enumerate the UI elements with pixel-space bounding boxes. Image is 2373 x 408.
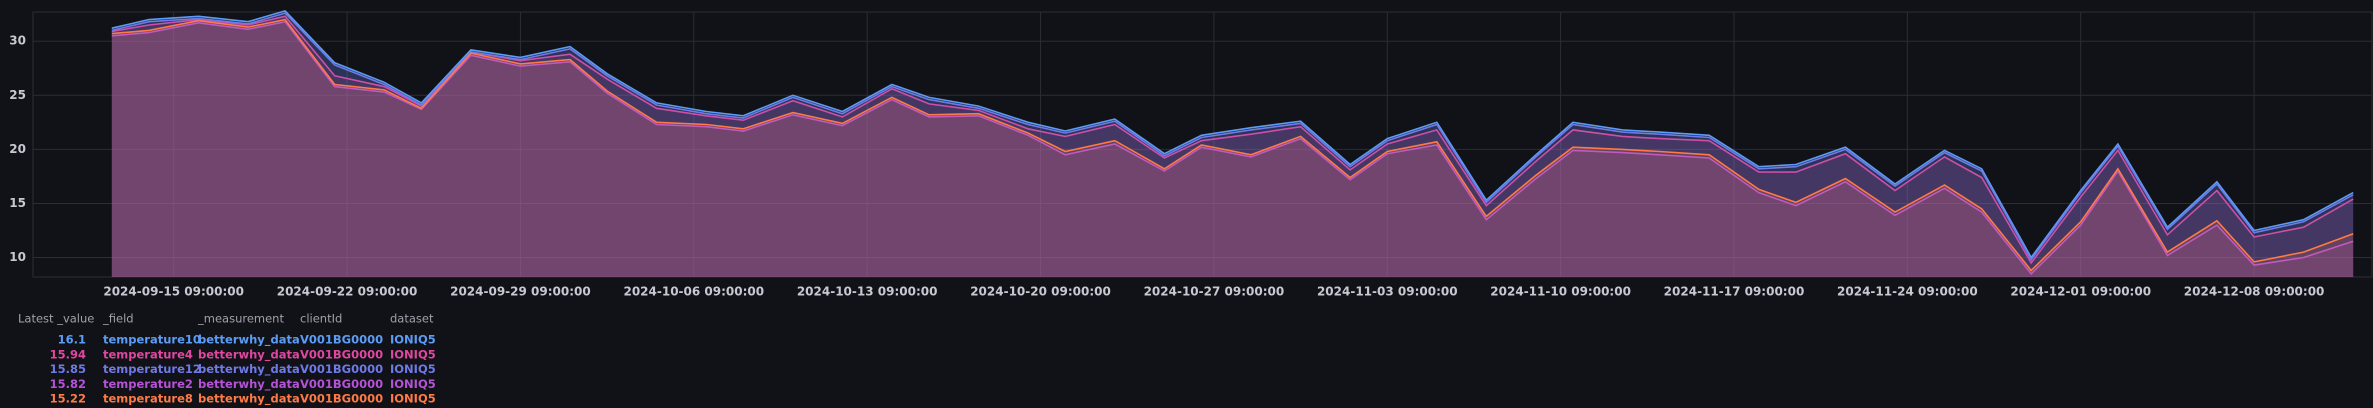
y-tick-label: 10 xyxy=(9,250,26,264)
legend-cell: IONIQ5 xyxy=(390,377,436,391)
legend-cell: 15.85 xyxy=(50,362,86,376)
legend-cell: V001BG0000 xyxy=(300,333,383,347)
legend-cell: V001BG0000 xyxy=(300,347,383,361)
x-tick-label: 2024-09-29 09:00:00 xyxy=(450,285,591,299)
legend-field: temperature12 xyxy=(103,362,201,376)
series-line xyxy=(111,12,2354,262)
legend-cell: betterwhy_data xyxy=(198,377,300,392)
legend-cell: IONIQ5 xyxy=(390,392,436,406)
legend-cell: V001BG0000 xyxy=(300,377,383,391)
legend-cell: IONIQ5 xyxy=(390,333,436,347)
area-fill xyxy=(111,21,2354,278)
y-tick-label: 30 xyxy=(9,34,26,48)
legend-header: dataset xyxy=(390,312,434,326)
x-tick-label: 2024-10-06 09:00:00 xyxy=(623,285,764,299)
series-line xyxy=(111,20,2354,275)
x-tick-label: 2024-12-08 09:00:00 xyxy=(2184,285,2325,299)
legend-cell: 16.1 xyxy=(58,333,86,347)
series-line xyxy=(111,9,2354,259)
legend-cell: 15.94 xyxy=(50,347,86,361)
legend-cell: 15.22 xyxy=(50,392,86,406)
y-tick-label: 25 xyxy=(9,88,26,102)
legend-cell: V001BG0000 xyxy=(300,362,383,376)
y-tick-label: 20 xyxy=(9,142,26,156)
legend-header: _field xyxy=(102,312,134,326)
area-fill xyxy=(111,19,2354,277)
legend-field: temperature8 xyxy=(103,392,193,406)
area-fill xyxy=(111,13,2354,277)
series-line xyxy=(111,18,2354,272)
legend-cell: betterwhy_data xyxy=(198,392,300,407)
legend-cell: betterwhy_data xyxy=(198,333,300,348)
legend-cell: IONIQ5 xyxy=(390,347,436,361)
area-fill xyxy=(111,10,2354,278)
area-fill xyxy=(111,16,2354,278)
legend-cell: V001BG0000 xyxy=(300,392,383,406)
legend-header: clientId xyxy=(300,312,342,326)
x-tick-label: 2024-11-10 09:00:00 xyxy=(1490,285,1631,299)
x-tick-label: 2024-11-03 09:00:00 xyxy=(1317,285,1458,299)
legend-field: temperature10 xyxy=(103,333,201,347)
legend-field: temperature4 xyxy=(103,347,193,361)
x-tick-label: 2024-12-01 09:00:00 xyxy=(2010,285,2151,299)
x-tick-label: 2024-11-17 09:00:00 xyxy=(1664,285,1805,299)
x-tick-label: 2024-10-20 09:00:00 xyxy=(970,285,1111,299)
x-tick-label: 2024-09-22 09:00:00 xyxy=(277,285,418,299)
x-tick-label: 2024-09-15 09:00:00 xyxy=(103,285,244,299)
legend-cell: IONIQ5 xyxy=(390,362,436,376)
legend-field: temperature2 xyxy=(103,377,193,391)
x-tick-label: 2024-10-13 09:00:00 xyxy=(797,285,938,299)
x-tick-label: 2024-11-24 09:00:00 xyxy=(1837,285,1978,299)
legend-header: _measurement xyxy=(197,312,284,326)
legend-cell: betterwhy_data xyxy=(198,347,300,362)
legend-header: Latest _value xyxy=(18,312,94,326)
y-tick-label: 15 xyxy=(9,196,26,210)
plot-frame xyxy=(32,11,2373,278)
legend-cell: 15.82 xyxy=(50,377,86,391)
legend-cell: betterwhy_data xyxy=(198,362,300,377)
x-tick-label: 2024-10-27 09:00:00 xyxy=(1144,285,1285,299)
